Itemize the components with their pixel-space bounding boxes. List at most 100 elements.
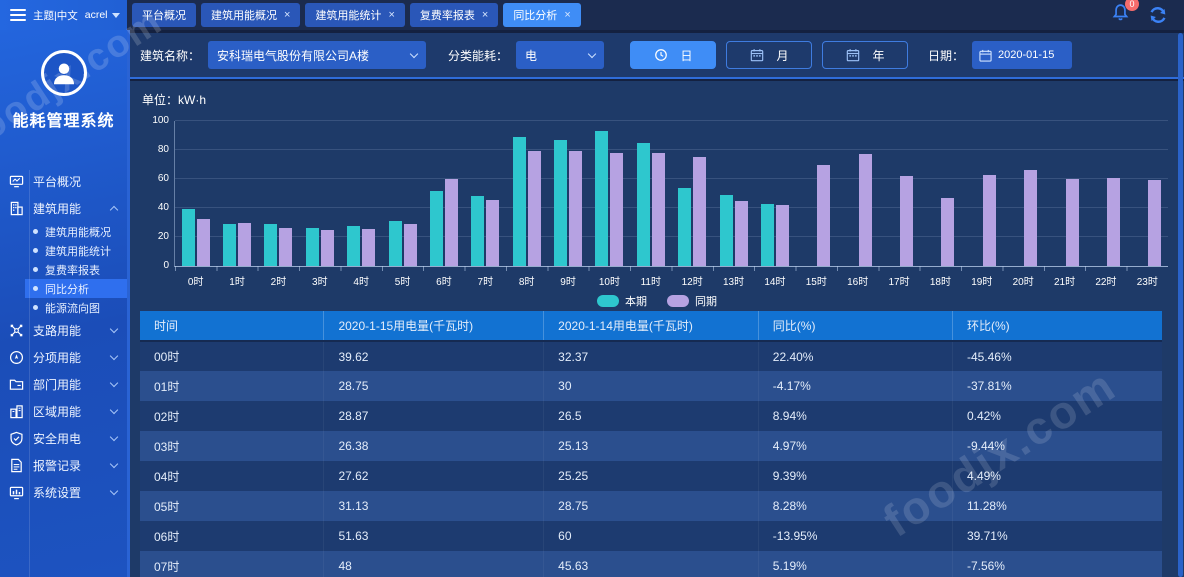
bar-group-13: 13时 <box>713 121 754 288</box>
tab-close-icon[interactable]: × <box>388 9 395 21</box>
table-cell: 48 <box>323 551 545 577</box>
alarm-record-icon <box>11 458 22 473</box>
x-axis-label: 13时 <box>723 277 745 288</box>
chevron-down-icon <box>109 351 119 361</box>
tab-1[interactable]: 建筑用能概况 × <box>201 3 301 27</box>
sidebar-item-6[interactable]: 安全用电 <box>0 425 127 452</box>
table-cell: 51.63 <box>323 521 545 551</box>
bar-previous <box>775 205 789 266</box>
bar-group-2: 2时 <box>258 121 299 288</box>
date-input[interactable]: 2020-01-15 <box>972 41 1073 69</box>
table-cell: 5.19% <box>758 551 953 577</box>
table-cell: 8.28% <box>758 491 953 521</box>
chevron-down-icon <box>109 324 119 334</box>
sidebar-item-0[interactable]: 平台概况 <box>0 168 127 195</box>
sidebar-item-label: 安全用电 <box>33 432 82 446</box>
sidebar-item-8[interactable]: 系统设置 <box>0 479 127 506</box>
table-cell: 01时 <box>140 371 325 401</box>
notifications-button[interactable]: 0 <box>1111 0 1139 27</box>
sidebar-item-5[interactable]: 区域用能 <box>0 398 127 425</box>
bar-group-18: 18时 <box>920 121 961 288</box>
bell-icon <box>1112 4 1129 21</box>
table-cell: 03时 <box>140 431 325 461</box>
bar-previous <box>320 229 334 266</box>
area-energy-icon <box>10 405 23 419</box>
user-menu[interactable]: acrel <box>85 9 120 21</box>
tab-3[interactable]: 复费率报表 × <box>409 3 499 27</box>
tab-4[interactable]: 同比分析 × <box>503 3 581 27</box>
hamburger-menu-icon[interactable] <box>10 6 26 24</box>
system-settings-icon <box>9 486 24 500</box>
sidebar-subitem-1-4[interactable]: 能源流向图 <box>25 298 127 317</box>
filter-bar: 建筑名称： 安科瑞电气股份有限公司A楼 分类能耗： 电 日 月 年 日期： 2020… <box>130 33 1184 79</box>
bar-current <box>512 136 526 266</box>
table-cell: 26.38 <box>323 431 545 461</box>
gridline <box>175 236 1168 237</box>
table-cell: 39.62 <box>323 341 545 371</box>
bar-current <box>347 225 361 266</box>
table-row-6: 06时 51.63 60 -13.95% 39.71% <box>140 521 1162 551</box>
refresh-button[interactable] <box>1148 5 1168 25</box>
tab-close-icon[interactable]: × <box>284 9 291 21</box>
sidebar-item-7[interactable]: 报警记录 <box>0 452 127 479</box>
building-energy-icon <box>10 201 23 216</box>
tab-bar: 平台概况 建筑用能概况 × 建筑用能统计 × 复费率报表 × 同比分析 × <box>132 0 581 30</box>
legend-item[interactable]: 本期 <box>597 293 647 309</box>
sidebar-subitem-label: 建筑用能统计 <box>45 245 111 258</box>
table-row-7: 07时 48 45.63 5.19% -7.56% <box>140 551 1162 577</box>
chevron-down-icon <box>109 432 119 442</box>
sidebar-item-4[interactable]: 部门用能 <box>0 371 127 398</box>
tab-0[interactable]: 平台概况 <box>132 3 196 27</box>
x-axis-label: 15时 <box>805 277 827 288</box>
tab-close-icon[interactable]: × <box>481 9 489 21</box>
bar-current <box>181 208 195 266</box>
building-select[interactable]: 安科瑞电气股份有限公司A楼 <box>208 41 427 69</box>
vertical-scrollbar[interactable] <box>1178 33 1183 577</box>
bar-previous <box>900 176 914 266</box>
sidebar-subitem-1-1[interactable]: 建筑用能统计 <box>25 241 127 260</box>
tab-2[interactable]: 建筑用能统计 × <box>305 3 405 27</box>
period-button-2[interactable]: 年 <box>822 41 909 69</box>
department-energy-icon <box>9 379 24 390</box>
category-label: 分类能耗： <box>448 48 509 63</box>
x-axis-label: 17时 <box>888 277 910 288</box>
bar-current <box>595 131 609 266</box>
y-axis-label: 80 <box>157 144 169 155</box>
table-cell: 0.42% <box>966 409 1001 423</box>
sidebar-subitem-1-3[interactable]: 同比分析 <box>25 279 127 298</box>
bar-group-1: 1时 <box>216 121 257 288</box>
table-cell: 45.63 <box>543 551 759 577</box>
tab-close-icon[interactable]: × <box>564 9 571 21</box>
x-axis-label: 8时 <box>518 277 535 288</box>
bar-previous <box>982 174 996 266</box>
chevron-down-icon <box>109 405 119 415</box>
sidebar-item-3[interactable]: 分项用能 <box>0 344 127 371</box>
legend-item[interactable]: 同期 <box>667 293 717 309</box>
app-title: 能耗管理系统 <box>12 113 115 130</box>
avatar[interactable] <box>40 50 87 96</box>
sidebar-subitem-1-2[interactable]: 复费率报表 <box>25 260 127 279</box>
building-select-value: 安科瑞电气股份有限公司A楼 <box>217 48 370 63</box>
bar-group-12: 12时 <box>672 121 713 288</box>
table-cell: 27.62 <box>323 461 545 491</box>
locale-switcher[interactable]: 主题|中文 <box>33 9 78 22</box>
clock-icon <box>654 49 667 61</box>
category-select[interactable]: 电 <box>516 41 605 69</box>
bar-group-0: 0时 <box>175 121 216 288</box>
period-button-0[interactable]: 日 <box>630 41 717 69</box>
bar-previous <box>444 179 458 266</box>
table-cell: 05时 <box>140 491 325 521</box>
sidebar-subitem-1-0[interactable]: 建筑用能概况 <box>25 222 127 241</box>
table-cell: 11.28% <box>966 499 1007 513</box>
table-cell: -45.46% <box>966 349 1012 364</box>
legend-label: 本期 <box>625 296 647 308</box>
sidebar-item-2[interactable]: 支路用能 <box>0 317 127 344</box>
sidebar-subitem-label: 复费率报表 <box>45 264 100 277</box>
bar-previous <box>1106 177 1120 266</box>
bar-group-3: 3时 <box>299 121 340 288</box>
table-cell: -4.17% <box>758 371 953 401</box>
period-button-label: 年 <box>872 48 885 63</box>
chart-plot-area: 0时 1时 2时 3时 4时 5时 6时 7时 8时 9时 10时 11时 12时 13时 14时 15时 16… <box>152 115 1168 288</box>
period-button-1[interactable]: 月 <box>726 41 813 69</box>
sidebar-item-1[interactable]: 建筑用能 <box>0 195 127 222</box>
